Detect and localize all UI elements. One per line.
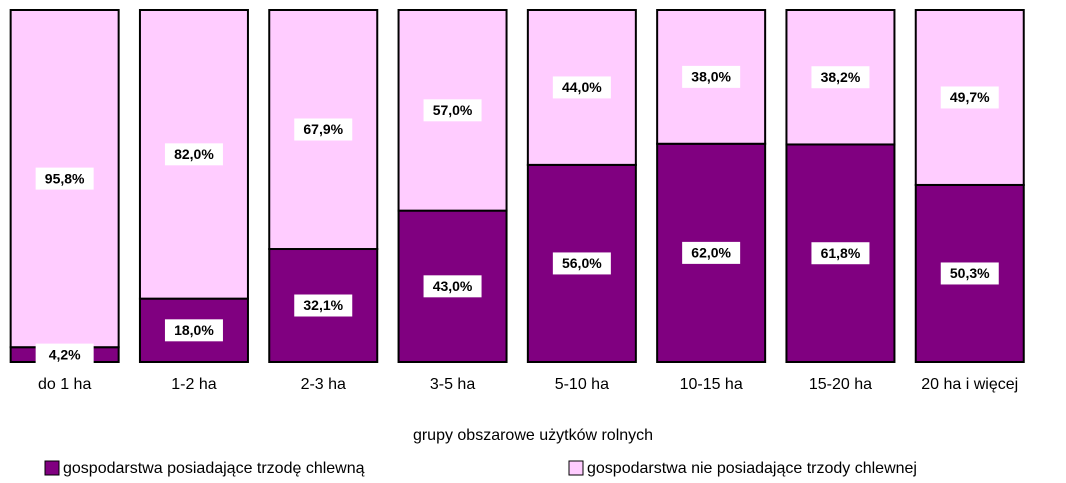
x-tick-label: 15-20 ha: [809, 376, 872, 393]
x-tick-label: 5-10 ha: [555, 376, 609, 393]
value-label: 61,8%: [821, 245, 861, 261]
legend-swatch: [44, 460, 60, 476]
legend-swatch: [568, 460, 584, 476]
value-label-box: [294, 118, 353, 141]
value-label: 4,2%: [49, 346, 81, 362]
value-label-box: [682, 241, 741, 264]
value-label-box: [552, 76, 611, 99]
value-label: 95,8%: [45, 170, 85, 186]
value-label: 49,7%: [950, 89, 990, 105]
value-label: 62,0%: [691, 245, 731, 261]
value-label: 43,0%: [433, 278, 473, 294]
x-axis-label: grupy obszarowe użytków rolnych: [413, 427, 653, 444]
value-label-box: [811, 242, 870, 265]
value-label-box: [940, 262, 999, 285]
value-label-box: [164, 319, 223, 342]
value-label: 32,1%: [303, 297, 343, 313]
value-label: 57,0%: [433, 102, 473, 118]
value-label: 18,0%: [174, 322, 214, 338]
legend-label: gospodarstwa nie posiadające trzody chle…: [587, 460, 917, 477]
value-label: 38,0%: [691, 69, 731, 85]
x-tick-label: 1-2 ha: [171, 376, 216, 393]
value-label-box: [552, 252, 611, 275]
value-label-box: [940, 86, 999, 109]
value-label-box: [35, 167, 94, 190]
value-label-box: [164, 143, 223, 166]
value-label-box: [423, 275, 482, 298]
value-label-box: [682, 65, 741, 88]
value-label: 38,2%: [821, 69, 861, 85]
value-label: 82,0%: [174, 146, 214, 162]
x-tick-label: 2-3 ha: [301, 376, 346, 393]
x-tick-label: do 1 ha: [38, 376, 91, 393]
value-label-box: [811, 66, 870, 89]
x-tick-label: 20 ha i więcej: [921, 376, 1018, 393]
value-label-box: [294, 294, 353, 317]
value-label: 50,3%: [950, 265, 990, 281]
x-tick-label: 3-5 ha: [430, 376, 475, 393]
value-label-box: [423, 99, 482, 122]
value-label: 44,0%: [562, 79, 602, 95]
value-label-box: [35, 343, 94, 366]
value-label: 56,0%: [562, 255, 602, 271]
legend-label: gospodarstwa posiadające trzodę chlewną: [63, 460, 365, 477]
x-tick-label: 10-15 ha: [680, 376, 743, 393]
value-label: 67,9%: [303, 121, 343, 137]
